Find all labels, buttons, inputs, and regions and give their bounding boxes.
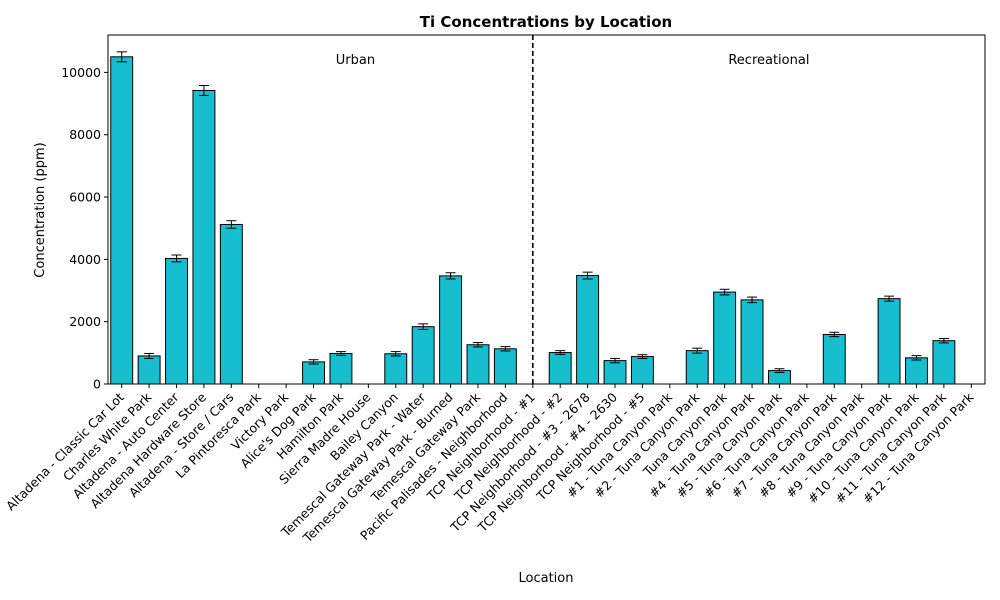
chart-title: Ti Concentrations by Location <box>420 13 672 31</box>
bar <box>548 352 572 385</box>
plot-area <box>107 34 986 385</box>
bar <box>603 360 627 385</box>
y-tick-label: 6000 <box>69 190 101 205</box>
bar <box>165 257 188 385</box>
x-axis-label: Location <box>519 571 574 586</box>
region-label-recreational: Recreational <box>728 53 809 68</box>
y-tick-label: 0 <box>93 377 101 392</box>
bar <box>384 353 408 385</box>
bar <box>740 299 764 385</box>
bar <box>713 291 737 385</box>
y-tick-label: 2000 <box>69 314 101 329</box>
bar <box>302 361 326 385</box>
bar <box>877 298 901 385</box>
y-tick-label: 8000 <box>69 127 101 142</box>
bar <box>905 357 928 385</box>
bar <box>466 344 490 385</box>
bar <box>110 56 134 385</box>
bar <box>411 326 435 385</box>
bar <box>439 275 463 385</box>
bar <box>493 348 517 385</box>
region-labels: Urban Recreational <box>336 53 810 68</box>
bars <box>110 35 956 385</box>
y-tick-label: 10000 <box>61 65 101 80</box>
bar <box>219 223 243 385</box>
bar <box>630 356 654 385</box>
region-label-urban: Urban <box>336 53 375 68</box>
plot-frame <box>107 34 986 385</box>
bar <box>192 89 216 385</box>
y-axis-label: Concentration (ppm) <box>33 142 48 277</box>
bar <box>932 340 956 385</box>
bar <box>822 333 846 385</box>
y-ticks: 0 2000 4000 6000 8000 10000 <box>61 65 108 392</box>
y-tick-label: 4000 <box>69 252 101 267</box>
bar <box>685 350 709 385</box>
bar <box>329 352 353 385</box>
bar <box>137 355 161 385</box>
bar <box>576 275 600 385</box>
